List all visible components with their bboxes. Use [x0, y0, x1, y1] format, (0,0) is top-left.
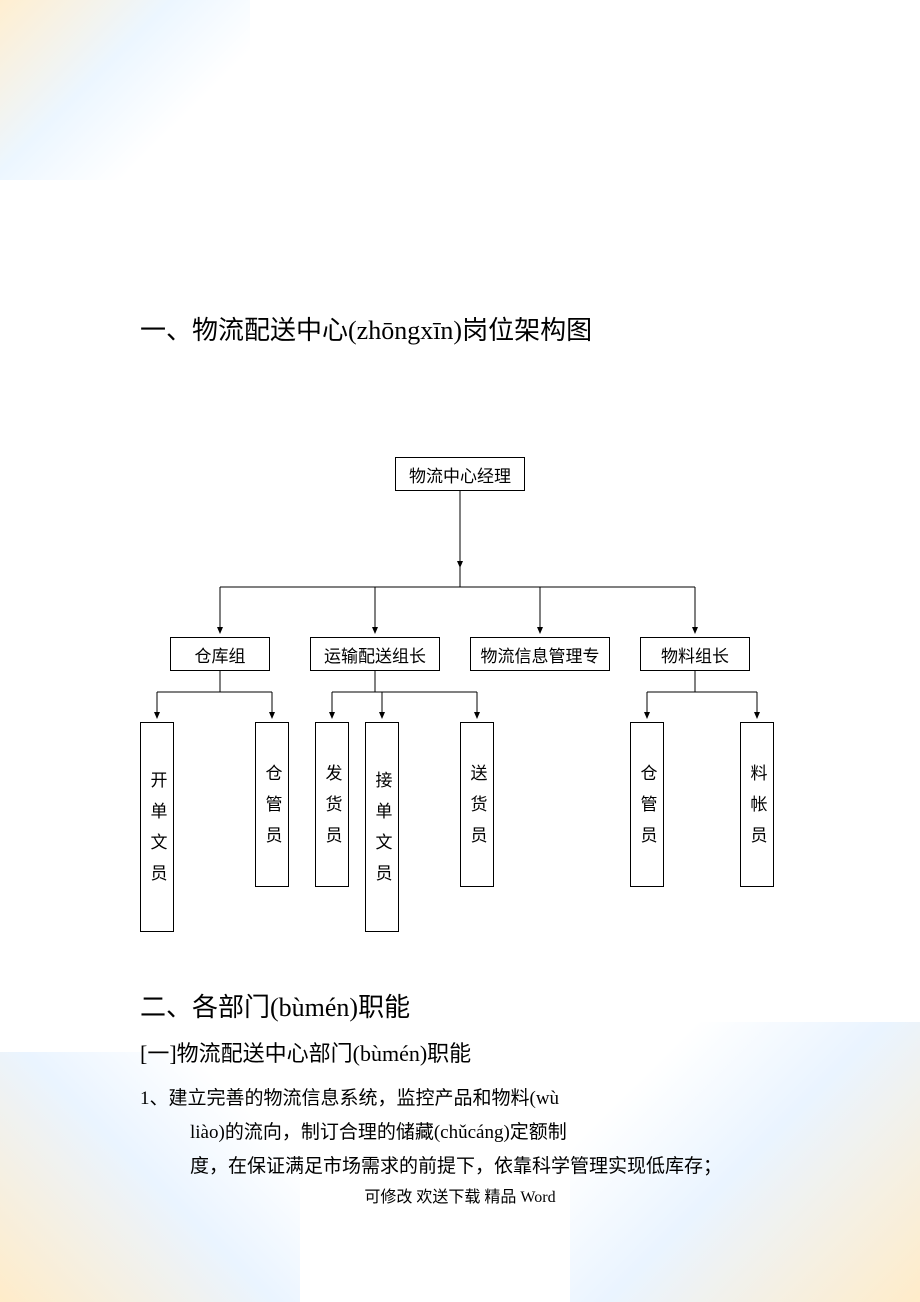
page-content: 一、物流配送中心(zhōngxīn)岗位架构图 [0, 0, 920, 1185]
footer-word: Word [520, 1189, 555, 1206]
org-node: 物流中心经理 [395, 457, 525, 491]
body-paragraph-line1: 1、建立完善的物流信息系统，监控产品和物料(wù [140, 1082, 780, 1116]
body-paragraph-line2: liào)的流向，制订合理的储藏(chǔcáng)定额制 [190, 1116, 780, 1150]
page-footer: 可修改 欢送下载 精品 Word [0, 1183, 920, 1207]
org-node: 发货员 [315, 722, 349, 887]
heading-section-2: 二、各部门(bùmén)职能 [140, 987, 780, 1024]
org-node: 仓管员 [630, 722, 664, 887]
heading-section-1: 一、物流配送中心(zhōngxīn)岗位架构图 [140, 310, 780, 347]
footer-text: 可修改 欢送下载 精品 [364, 1189, 520, 1206]
org-node: 物流信息管理专 [470, 637, 610, 671]
heading-subsection-2-1: [一]物流配送中心部门(bùmén)职能 [140, 1036, 780, 1068]
org-node: 开单文员 [140, 722, 174, 932]
org-node: 接单文员 [365, 722, 399, 932]
org-node: 仓管员 [255, 722, 289, 887]
org-node: 物料组长 [640, 637, 750, 671]
org-node: 料帐员 [740, 722, 774, 887]
body-paragraph-line3: 度，在保证满足市场需求的前提下，依靠科学管理实现低库存； [190, 1150, 780, 1184]
org-node: 送货员 [460, 722, 494, 887]
org-node: 仓库组 [170, 637, 270, 671]
org-chart: 物流中心经理仓库组运输配送组长物流信息管理专物料组长开单文员仓管员发货员接单文员… [140, 457, 780, 957]
org-node: 运输配送组长 [310, 637, 440, 671]
